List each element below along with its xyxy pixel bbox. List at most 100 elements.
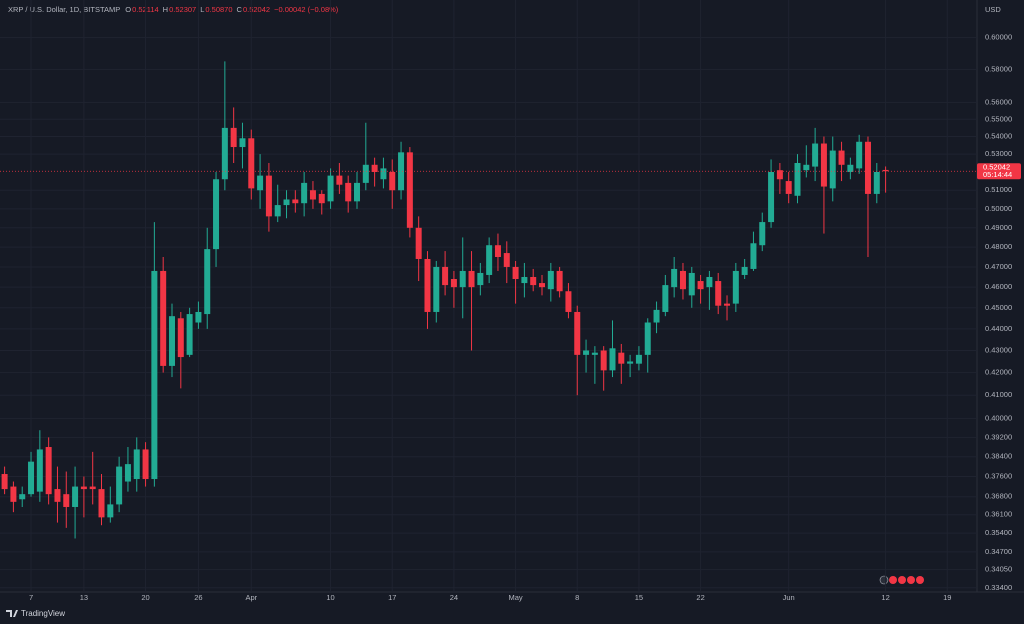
x-tick-label: 13 xyxy=(80,593,88,602)
candle-body xyxy=(389,171,396,191)
candle-body xyxy=(204,249,211,315)
ohlc-value: 0.52307 xyxy=(169,5,196,14)
candle-body xyxy=(265,175,272,217)
price-tag-countdown: 05:14:44 xyxy=(983,170,1012,179)
candle-body xyxy=(151,270,158,480)
x-tick-label: 26 xyxy=(194,593,202,602)
candle-body xyxy=(838,150,845,165)
candle-body xyxy=(803,164,810,171)
icon xyxy=(879,575,889,585)
candle-body xyxy=(459,270,466,288)
candle-body xyxy=(856,141,863,169)
candle-body xyxy=(336,175,343,185)
candle-body xyxy=(609,348,616,371)
y-tick-label: 0.49000 xyxy=(985,223,1012,232)
candle-body xyxy=(63,494,70,507)
candle-body xyxy=(292,199,299,204)
candle-body xyxy=(486,245,493,275)
price-tag xyxy=(977,163,1021,180)
x-tick-label: 24 xyxy=(450,593,458,602)
candle-body xyxy=(547,270,554,290)
x-tick-label: 8 xyxy=(575,593,579,602)
candle-body xyxy=(433,266,440,312)
x-tick-label: Jun xyxy=(783,593,795,602)
candle-body xyxy=(398,152,405,191)
candle-body xyxy=(503,253,510,267)
candle-body xyxy=(354,182,360,202)
y-tick-label: 0.50000 xyxy=(985,204,1012,213)
candle-body xyxy=(477,272,484,286)
candle-body xyxy=(864,141,871,194)
candle-body xyxy=(671,268,678,288)
candle-body xyxy=(618,352,625,364)
y-tick-label: 0.43000 xyxy=(985,345,1012,354)
x-tick-label: 20 xyxy=(141,593,149,602)
candle-body xyxy=(653,309,660,323)
candle-body xyxy=(301,182,308,204)
candle-body xyxy=(345,182,352,202)
candle-body xyxy=(882,169,889,172)
candle-body xyxy=(1,474,8,490)
candle-body xyxy=(812,143,819,167)
candle-body xyxy=(662,285,669,312)
candle-body xyxy=(142,449,149,480)
candle-body xyxy=(442,266,449,286)
logo xyxy=(6,610,18,617)
y-tick-label: 0.58000 xyxy=(985,64,1012,73)
candle-body xyxy=(89,486,96,490)
candle-body xyxy=(521,276,528,284)
candle-body xyxy=(468,270,475,288)
icon xyxy=(898,576,906,584)
price-tag-price: 0.52042 xyxy=(983,163,1010,172)
y-tick-label: 0.55000 xyxy=(985,114,1012,123)
y-tick-label: 0.38400 xyxy=(985,452,1012,461)
candle-body xyxy=(776,170,783,180)
candle-body xyxy=(759,222,766,246)
candle-body xyxy=(124,464,131,482)
candle-body xyxy=(54,489,61,502)
ohlc-key: H xyxy=(163,5,168,14)
candle-body xyxy=(36,449,43,492)
candle-body xyxy=(794,163,801,196)
unit-label: USD xyxy=(985,5,1001,14)
candle-body xyxy=(230,127,237,148)
candle-body xyxy=(706,276,713,288)
candle-body xyxy=(248,138,255,189)
candle-body xyxy=(221,127,228,180)
candle-body xyxy=(741,266,748,275)
candle-body xyxy=(19,494,26,500)
candle-body xyxy=(820,143,827,187)
y-tick-label: 0.48000 xyxy=(985,242,1012,251)
candle-body xyxy=(512,266,519,280)
candle-body xyxy=(688,272,695,296)
candle-body xyxy=(829,150,836,189)
x-tick-label: 17 xyxy=(388,593,396,602)
candle-body xyxy=(732,270,739,304)
ohlc-key: C xyxy=(237,5,243,14)
icon xyxy=(916,576,924,584)
candle-body xyxy=(160,270,167,366)
candle-body xyxy=(107,504,114,518)
ohlc-value: 0.50870 xyxy=(205,5,232,14)
candle-body xyxy=(45,447,52,495)
y-tick-label: 0.47000 xyxy=(985,262,1012,271)
candle-body xyxy=(72,486,79,507)
candle-body xyxy=(10,486,17,502)
icon xyxy=(907,576,915,584)
icon xyxy=(889,576,897,584)
candle-body xyxy=(679,270,686,290)
icon-cluster xyxy=(879,575,924,585)
ohlc-key: O xyxy=(125,5,131,14)
candle-body xyxy=(371,164,378,172)
legend-header: XRP / U.S. Dollar, 1D, BITSTAMPO0.52114H… xyxy=(8,5,339,14)
candle-body xyxy=(424,258,431,312)
candle-body xyxy=(768,171,775,223)
candle-body xyxy=(494,245,501,258)
brand: TradingView xyxy=(21,609,65,618)
x-tick-label: 19 xyxy=(943,593,951,602)
candle-body xyxy=(168,316,175,366)
y-tick-label: 0.36800 xyxy=(985,492,1012,501)
y-tick-label: 0.46000 xyxy=(985,282,1012,291)
candle-body xyxy=(873,171,880,194)
